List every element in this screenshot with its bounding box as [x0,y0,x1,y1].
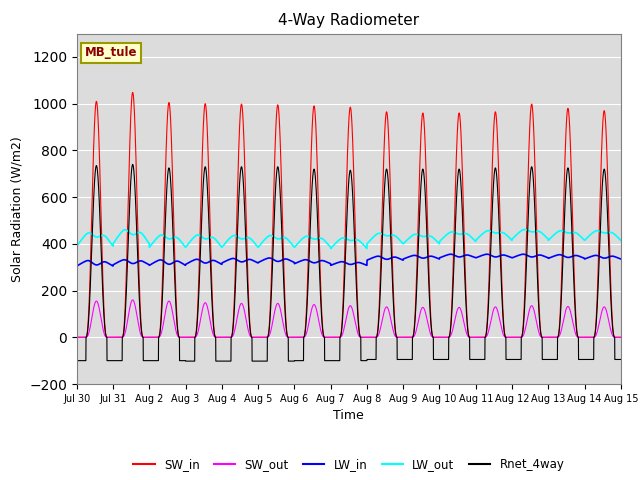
SW_out [594,326,602,332]
SW_out [330,335,338,340]
Text: MB_tule: MB_tule [85,47,138,60]
SW_in [258,335,266,340]
X-axis label: Time: Time [333,409,364,422]
Rnet_4way [73,358,81,363]
SW_out [258,335,266,340]
LW_out [588,231,595,237]
Rnet_4way [471,357,479,362]
LW_in [617,256,625,262]
SW_out [129,297,136,303]
SW_in [617,335,625,340]
Rnet_4way [617,357,625,362]
SW_in [470,335,478,340]
LW_out [470,238,478,243]
LW_in [486,252,493,258]
LW_in [258,258,266,264]
LW_out [594,228,602,234]
SW_in [486,249,493,255]
SW_in [588,335,595,340]
Rnet_4way [588,357,595,362]
SW_in [594,271,602,277]
LW_out [521,227,529,232]
Rnet_4way [258,358,266,364]
LW_out [327,246,335,252]
LW_in [594,253,602,259]
LW_in [73,263,81,269]
Rnet_4way [331,358,339,363]
Y-axis label: Solar Radiation (W/m2): Solar Radiation (W/m2) [11,136,24,282]
SW_in [129,90,136,96]
LW_in [447,252,454,257]
Line: SW_in: SW_in [77,93,621,337]
Line: Rnet_4way: Rnet_4way [77,165,621,361]
LW_out [617,238,625,243]
SW_out [486,323,493,329]
SW_in [330,335,338,340]
LW_in [588,253,595,259]
SW_out [470,335,478,340]
LW_in [470,254,478,260]
Rnet_4way [594,286,602,291]
LW_out [486,228,493,234]
LW_out [73,243,81,249]
LW_out [330,241,338,247]
LW_out [258,240,266,246]
Rnet_4way [129,162,136,168]
Line: LW_out: LW_out [77,229,621,249]
LW_in [330,261,338,267]
SW_in [73,335,81,340]
Legend: SW_in, SW_out, LW_in, LW_out, Rnet_4way: SW_in, SW_out, LW_in, LW_out, Rnet_4way [129,454,569,476]
SW_out [588,335,595,340]
SW_out [617,335,625,340]
Line: SW_out: SW_out [77,300,621,337]
SW_out [73,335,81,340]
Line: LW_in: LW_in [77,254,621,266]
Rnet_4way [486,268,493,274]
Title: 4-Way Radiometer: 4-Way Radiometer [278,13,419,28]
Rnet_4way [182,358,189,364]
